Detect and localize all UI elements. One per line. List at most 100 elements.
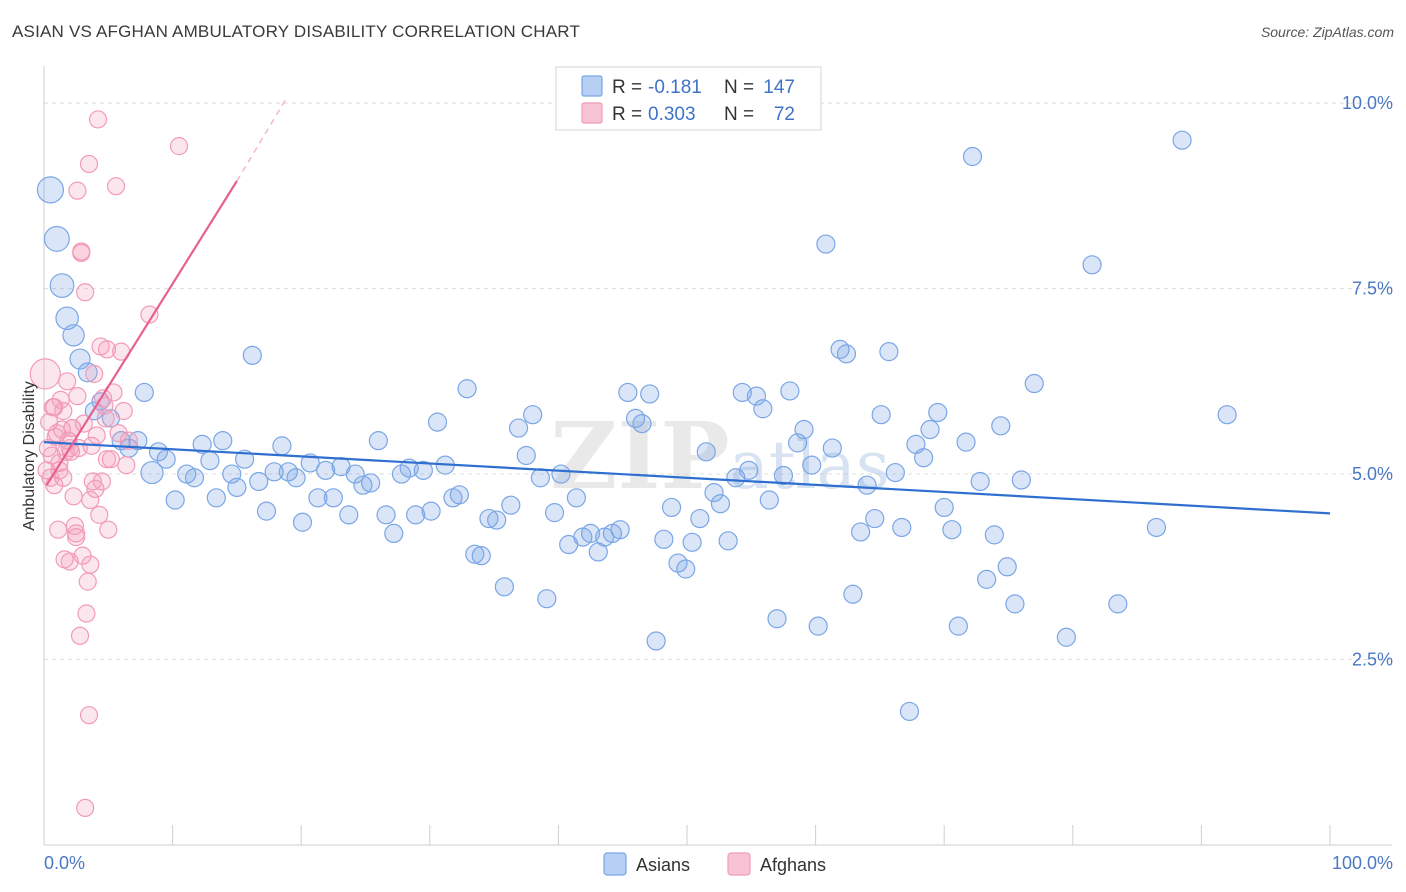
source-credit: Source: ZipAtlas.com bbox=[1260, 24, 1394, 40]
asians-point-139 bbox=[1146, 517, 1166, 538]
asians-point-61 bbox=[494, 577, 514, 597]
asians-point-40 bbox=[339, 505, 359, 525]
asians-point-132 bbox=[997, 557, 1017, 577]
legend-box: R = -0.181 N = 147 R = 0.303 N = 72 bbox=[555, 66, 822, 131]
asians-point-35 bbox=[300, 453, 320, 473]
afghans-point-38 bbox=[85, 364, 104, 383]
asians-point-106 bbox=[816, 234, 836, 254]
afghans-point-41 bbox=[88, 110, 108, 129]
asians-point-14 bbox=[140, 460, 164, 485]
asians-point-78 bbox=[618, 382, 638, 403]
asians-point-19 bbox=[184, 468, 205, 488]
asians-point-95 bbox=[739, 460, 759, 480]
bottom-legend-label-asians: Asians bbox=[636, 855, 690, 875]
asians-point-120 bbox=[914, 448, 934, 468]
afghans-trend-line bbox=[45, 180, 238, 486]
asians-point-50 bbox=[413, 460, 433, 480]
asians-point-65 bbox=[523, 405, 543, 425]
afghans-point-39 bbox=[86, 479, 105, 498]
asians-point-26 bbox=[235, 449, 255, 469]
asians-point-30 bbox=[264, 462, 284, 482]
asians-point-116 bbox=[885, 462, 905, 483]
y-tick-label-2: 7.5% bbox=[1352, 279, 1393, 299]
asians-point-69 bbox=[551, 464, 571, 484]
asians-point-130 bbox=[984, 525, 1004, 545]
afghans-point-57 bbox=[119, 431, 138, 450]
asians-point-27 bbox=[242, 345, 262, 365]
asians-point-0 bbox=[36, 176, 65, 204]
asians-point-104 bbox=[802, 455, 822, 475]
asians-point-59 bbox=[479, 508, 499, 529]
asians-point-42 bbox=[353, 475, 373, 495]
asians-point-56 bbox=[457, 379, 477, 399]
asians-point-52 bbox=[427, 412, 448, 432]
asians-point-124 bbox=[942, 520, 962, 540]
asians-point-115 bbox=[879, 342, 899, 362]
x-tick-label-1: 100.0% bbox=[1332, 853, 1393, 873]
asians-point-141 bbox=[1217, 405, 1237, 425]
asians-point-25 bbox=[227, 477, 247, 498]
asians-point-98 bbox=[759, 490, 779, 510]
asians-point-20 bbox=[192, 434, 212, 454]
asians-point-31 bbox=[272, 436, 292, 456]
x-tick-label-0: 0.0% bbox=[44, 853, 85, 873]
asians-point-87 bbox=[682, 532, 702, 552]
afghans-point-44 bbox=[92, 472, 111, 491]
afghans-point-62 bbox=[76, 798, 95, 818]
afghans-point-69 bbox=[68, 387, 87, 406]
asians-point-73 bbox=[580, 523, 601, 544]
asians-point-96 bbox=[746, 386, 767, 406]
legend-r-label-afghans: R = bbox=[612, 104, 642, 125]
series-asians bbox=[36, 130, 1237, 722]
asians-point-92 bbox=[718, 531, 738, 551]
afghans-point-63 bbox=[79, 706, 99, 725]
asians-point-47 bbox=[391, 464, 412, 484]
watermark: ZIPatlas bbox=[550, 402, 890, 510]
trend-lines bbox=[43, 99, 1331, 515]
asians-point-6 bbox=[77, 362, 98, 383]
asians-point-94 bbox=[732, 382, 752, 403]
afghans-point-61 bbox=[67, 528, 86, 547]
asians-point-89 bbox=[696, 442, 716, 462]
asians-point-46 bbox=[384, 523, 404, 544]
legend-swatch-asians bbox=[581, 75, 603, 97]
legend-n-label-asians: N = bbox=[724, 77, 754, 98]
afghans-point-65 bbox=[140, 305, 159, 324]
afghans-point-5 bbox=[42, 446, 61, 465]
asians-point-67 bbox=[537, 589, 557, 609]
asians-point-103 bbox=[794, 419, 814, 440]
afghans-point-42 bbox=[90, 505, 109, 524]
grid-lines bbox=[44, 102, 1392, 661]
asians-point-57 bbox=[465, 544, 485, 564]
asians-point-105 bbox=[808, 616, 828, 636]
asians-point-32 bbox=[278, 462, 298, 482]
afghans-point-0 bbox=[29, 358, 61, 390]
asians-point-28 bbox=[249, 471, 269, 492]
bottom-legend-label-afghans: Afghans bbox=[760, 855, 826, 875]
afghans-point-53 bbox=[109, 424, 128, 443]
asians-point-71 bbox=[566, 488, 587, 508]
asians-point-121 bbox=[920, 419, 940, 440]
afghans-point-32 bbox=[77, 604, 96, 623]
asians-point-62 bbox=[501, 495, 521, 515]
afghans-point-27 bbox=[70, 626, 90, 645]
asians-point-140 bbox=[1172, 130, 1192, 150]
asians-point-90 bbox=[704, 482, 724, 503]
asians-point-127 bbox=[962, 146, 983, 167]
afghans-point-14 bbox=[54, 401, 73, 421]
bottom-legend-swatch-afghans bbox=[727, 852, 751, 876]
afghans-point-10 bbox=[49, 520, 68, 539]
asians-point-107 bbox=[822, 438, 842, 458]
asians-point-64 bbox=[516, 445, 536, 466]
asians-point-97 bbox=[753, 399, 773, 419]
asians-point-58 bbox=[471, 546, 491, 566]
afghans-point-50 bbox=[101, 450, 120, 469]
bottom-legend: Asians Afghans bbox=[603, 852, 826, 876]
asians-point-66 bbox=[530, 468, 550, 488]
asians-point-21 bbox=[200, 451, 220, 471]
afghans-point-25 bbox=[68, 181, 87, 200]
legend-n-value-asians: 147 bbox=[763, 77, 795, 98]
asians-point-117 bbox=[892, 517, 912, 538]
asians-point-136 bbox=[1056, 627, 1076, 647]
